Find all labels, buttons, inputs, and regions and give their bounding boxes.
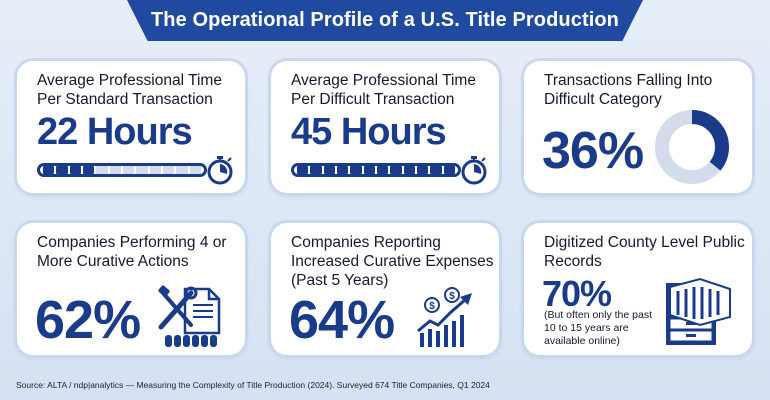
card-value: 62% (35, 290, 141, 350)
source-footnote: Source: ALTA / ndp|analytics — Measuring… (16, 380, 490, 390)
card-curative-expenses: Companies Reporting Increased Curative E… (271, 223, 499, 355)
tools-document-icon (158, 285, 221, 347)
progress-segment (122, 166, 135, 174)
card-label: Companies Performing 4 or More Curative … (37, 234, 227, 270)
progress-bar (291, 163, 461, 177)
donut-arc (655, 110, 729, 184)
progress-segment (430, 166, 442, 174)
progress-segment (350, 166, 362, 174)
card-standard-time: Average Professional Time Per Standard T… (17, 61, 245, 193)
progress-segment (336, 166, 349, 174)
progress-segment (149, 166, 161, 174)
card-value: 64% (289, 290, 395, 350)
progress-segment (416, 166, 429, 174)
card-label: Companies Reporting Increased Curative E… (291, 234, 494, 289)
card-value: 45 Hours (291, 111, 447, 153)
card-note: (But often only the past 10 to 15 years … (544, 309, 652, 347)
progress-segment (176, 166, 188, 174)
card-value: 22 Hours (37, 111, 193, 153)
file-cabinet-icon (666, 277, 731, 345)
card-difficult-time: Average Professional Time Per Difficult … (271, 61, 499, 193)
donut-chart-icon (655, 110, 729, 184)
card-value: 36% (542, 122, 644, 180)
progress-segment (43, 166, 55, 174)
progress-segment (189, 166, 201, 174)
card-digitized-records: Digitized County Level Public Records 70… (524, 223, 752, 355)
rising-chart-dollar-icon: $ $ (417, 287, 472, 347)
progress-segment (297, 166, 309, 174)
page-title: The Operational Profile of a U.S. Title … (150, 9, 620, 31)
card-label: Digitized County Level Public Records (544, 234, 745, 270)
progress-segment (96, 166, 108, 174)
svg-text:$: $ (429, 301, 435, 312)
title-banner: The Operational Profile of a U.S. Title … (127, 0, 643, 41)
progress-segment (69, 166, 81, 174)
progress-segment (390, 166, 402, 174)
card-value: 70% (542, 273, 612, 314)
progress-segment (56, 166, 68, 174)
svg-text:$: $ (449, 291, 455, 302)
progress-segment (443, 166, 455, 174)
card-difficult-share: Transactions Falling Into Difficult Cate… (524, 61, 752, 193)
progress-bar (37, 163, 207, 177)
progress-segment (310, 166, 322, 174)
card-label: Transactions Falling Into Difficult Cate… (544, 72, 713, 108)
progress-segment (109, 166, 121, 174)
progress-segment (403, 166, 415, 174)
progress-segment (323, 166, 335, 174)
progress-segment (82, 166, 95, 174)
stopwatch-icon (461, 156, 487, 185)
stopwatch-icon (207, 156, 233, 185)
card-label: Average Professional Time Per Difficult … (291, 72, 476, 108)
progress-segment (136, 166, 148, 174)
progress-segment (162, 166, 175, 174)
card-curative-actions: Companies Performing 4 or More Curative … (17, 223, 245, 355)
progress-segment (363, 166, 375, 174)
card-label: Average Professional Time Per Standard T… (37, 72, 222, 108)
progress-segment (376, 166, 389, 174)
